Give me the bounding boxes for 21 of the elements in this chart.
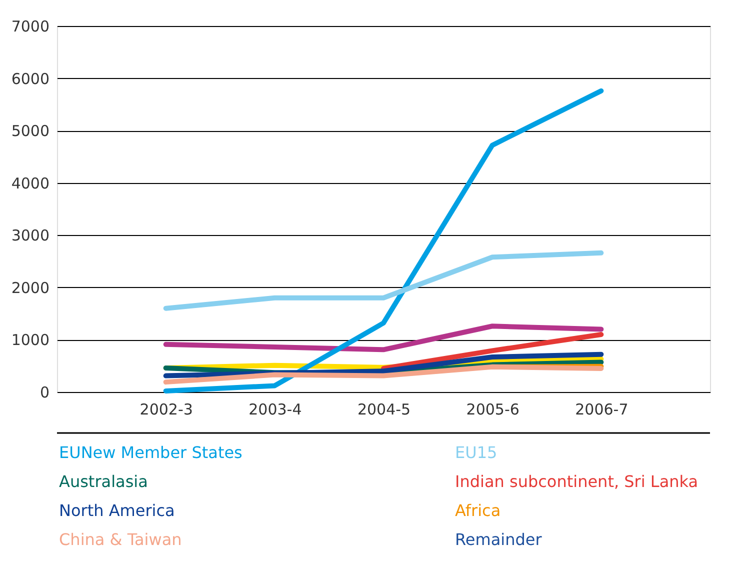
text: North America	[59, 501, 175, 520]
y-tick-label: 2000	[11, 278, 50, 297]
y-tick-label: 7000	[11, 18, 50, 36]
x-tick-label: 2003-4	[248, 400, 302, 418]
y-tick-label: 5000	[11, 122, 50, 140]
y-tick-label: 3000	[11, 226, 50, 245]
y-tick-label: 6000	[11, 70, 50, 88]
legend-label: Remainder	[455, 530, 542, 549]
y-tick-label: 0	[40, 384, 50, 402]
text: Australasia	[59, 472, 148, 491]
x-tick-label: 2005-6	[466, 400, 520, 418]
text: Africa	[455, 501, 501, 520]
x-tick-label: 2004-5	[357, 400, 411, 418]
text: EUNew Member States	[59, 443, 242, 462]
text: EU15	[455, 443, 498, 462]
x-tick-label: 2002-3	[140, 400, 193, 418]
y-tick-label: 4000	[11, 174, 50, 192]
y-tick-label: 1000	[11, 331, 50, 350]
x-tick-label: 2006-7	[575, 400, 628, 418]
text: China & Taiwan	[59, 530, 182, 549]
text: Indian subcontinent, Sri Lanka	[455, 472, 698, 491]
